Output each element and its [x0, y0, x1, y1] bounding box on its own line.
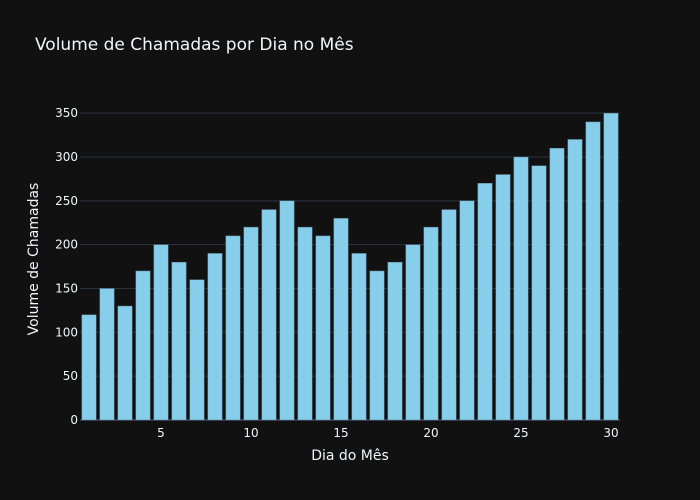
bar-day-18[interactable]: [387, 261, 403, 421]
bar-day-16[interactable]: [351, 253, 367, 421]
bar-day-5[interactable]: [153, 244, 169, 421]
bar-day-27[interactable]: [549, 147, 565, 421]
bar-day-17[interactable]: [369, 270, 385, 421]
bar-day-23[interactable]: [477, 183, 493, 421]
y-tick-label: 0: [70, 413, 78, 427]
y-tick-label: 300: [55, 150, 78, 164]
y-tick-label: 50: [63, 369, 78, 383]
bar-day-1[interactable]: [81, 314, 97, 421]
bar-day-11[interactable]: [261, 209, 277, 421]
bar-day-26[interactable]: [531, 165, 547, 421]
bar-day-2[interactable]: [99, 288, 115, 421]
x-tick-label: 30: [603, 426, 618, 440]
bar-day-28[interactable]: [567, 139, 583, 421]
bar-day-14[interactable]: [315, 235, 331, 421]
bar-day-25[interactable]: [513, 156, 529, 421]
bar-day-10[interactable]: [243, 226, 259, 421]
x-tick-label: 25: [513, 426, 528, 440]
bar-day-29[interactable]: [585, 121, 601, 421]
bar-day-15[interactable]: [333, 218, 349, 421]
bar-day-4[interactable]: [135, 270, 151, 421]
y-tick-label: 250: [55, 194, 78, 208]
chart-title: Volume de Chamadas por Dia no Mês: [35, 35, 354, 55]
bar-day-22[interactable]: [459, 200, 475, 421]
bar-day-3[interactable]: [117, 305, 133, 421]
bar-day-30[interactable]: [603, 112, 619, 421]
bar-day-19[interactable]: [405, 244, 421, 421]
bar-day-9[interactable]: [225, 235, 241, 421]
x-tick-label: 20: [423, 426, 438, 440]
grid-layer: [80, 112, 620, 421]
bar-day-20[interactable]: [423, 226, 439, 421]
y-tick-label: 100: [55, 325, 78, 339]
bar-day-24[interactable]: [495, 174, 511, 421]
x-tick-label: 5: [157, 426, 165, 440]
x-tick-label: 10: [243, 426, 258, 440]
bar-day-13[interactable]: [297, 226, 313, 421]
bar-day-8[interactable]: [207, 253, 223, 421]
y-tick-label: 350: [55, 106, 78, 120]
x-tick-label: 15: [333, 426, 348, 440]
y-tick-label: 150: [55, 281, 78, 295]
y-tick-label: 200: [55, 238, 78, 252]
x-axis-title: Dia do Mês: [311, 448, 389, 464]
y-tick-labels: 0 50 100 150 200 250 300 350: [55, 106, 78, 427]
bar-day-7[interactable]: [189, 279, 205, 421]
bar-day-6[interactable]: [171, 261, 187, 421]
bar-day-12[interactable]: [279, 200, 295, 421]
y-axis-title: Volume de Chamadas: [26, 183, 42, 336]
bar-day-21[interactable]: [441, 209, 457, 421]
bar-layer: [81, 112, 619, 421]
x-tick-labels: 5 10 15 20 25 30: [157, 426, 618, 440]
